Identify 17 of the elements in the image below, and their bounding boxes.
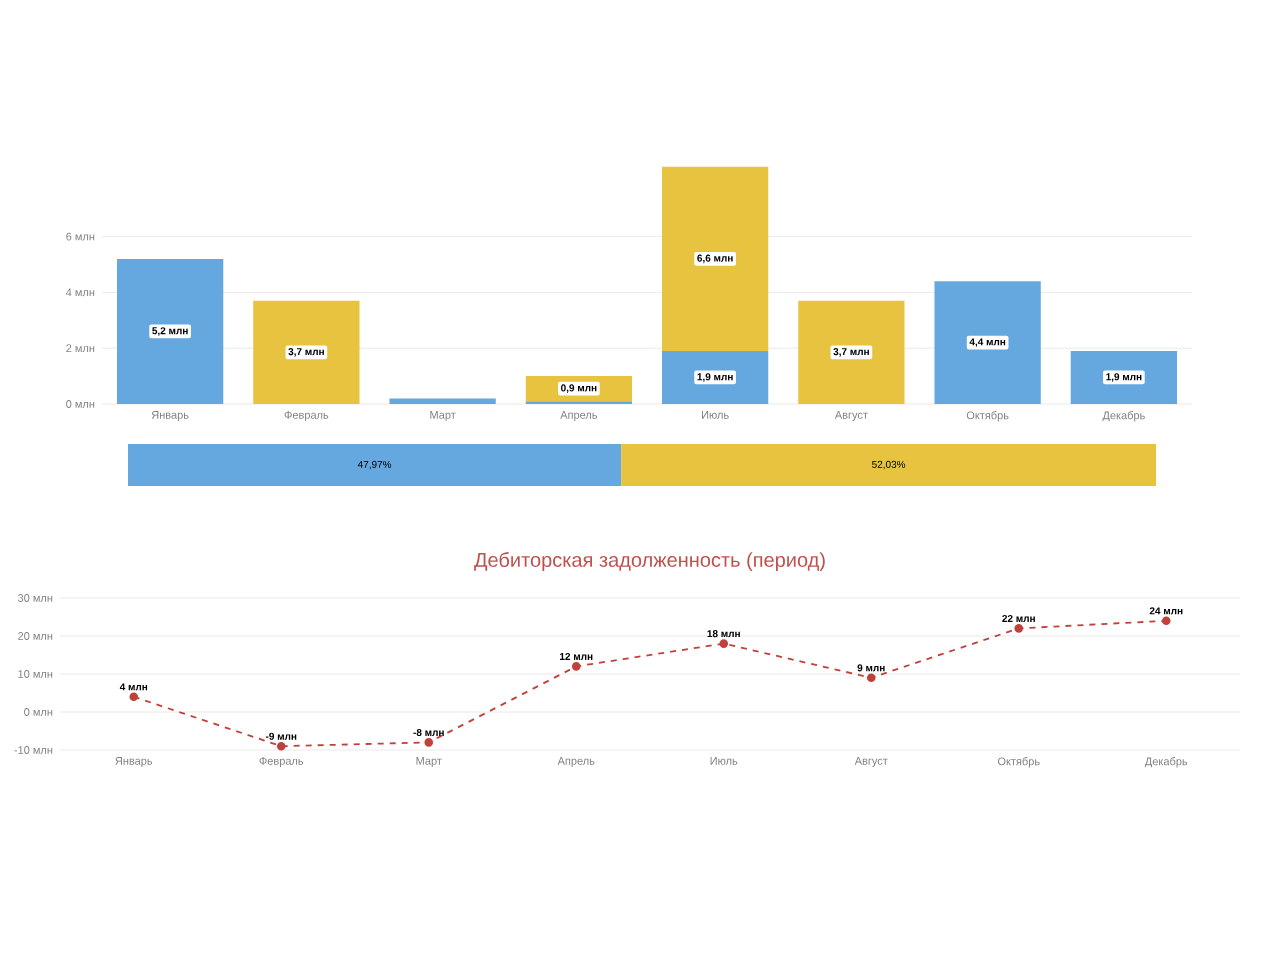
bar: [116, 258, 224, 404]
bar: [389, 398, 496, 404]
chart-title: Дебиторская задолженность (период): [474, 552, 825, 571]
bar: [661, 350, 769, 404]
point: [424, 738, 434, 747]
bar: [1070, 350, 1178, 404]
point: [719, 639, 729, 648]
point: [129, 692, 139, 702]
point: [1014, 624, 1024, 633]
bar: [253, 300, 360, 404]
point: [1161, 616, 1171, 626]
bar: [798, 300, 905, 404]
point: [866, 673, 876, 683]
bar: [661, 166, 769, 351]
point: [571, 662, 581, 671]
bar: [934, 281, 1041, 404]
point: [276, 741, 286, 751]
